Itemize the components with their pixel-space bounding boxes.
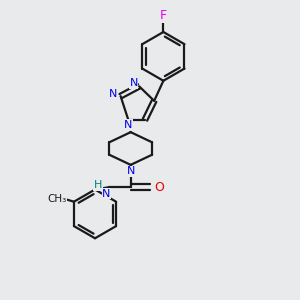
Text: N: N [102,189,110,199]
Text: O: O [154,181,164,194]
Text: H: H [94,180,102,190]
Text: CH₃: CH₃ [47,194,66,204]
Text: N: N [130,78,138,88]
Text: N: N [124,120,132,130]
Text: N: N [109,89,117,99]
Text: F: F [160,9,167,22]
Text: N: N [127,167,135,176]
